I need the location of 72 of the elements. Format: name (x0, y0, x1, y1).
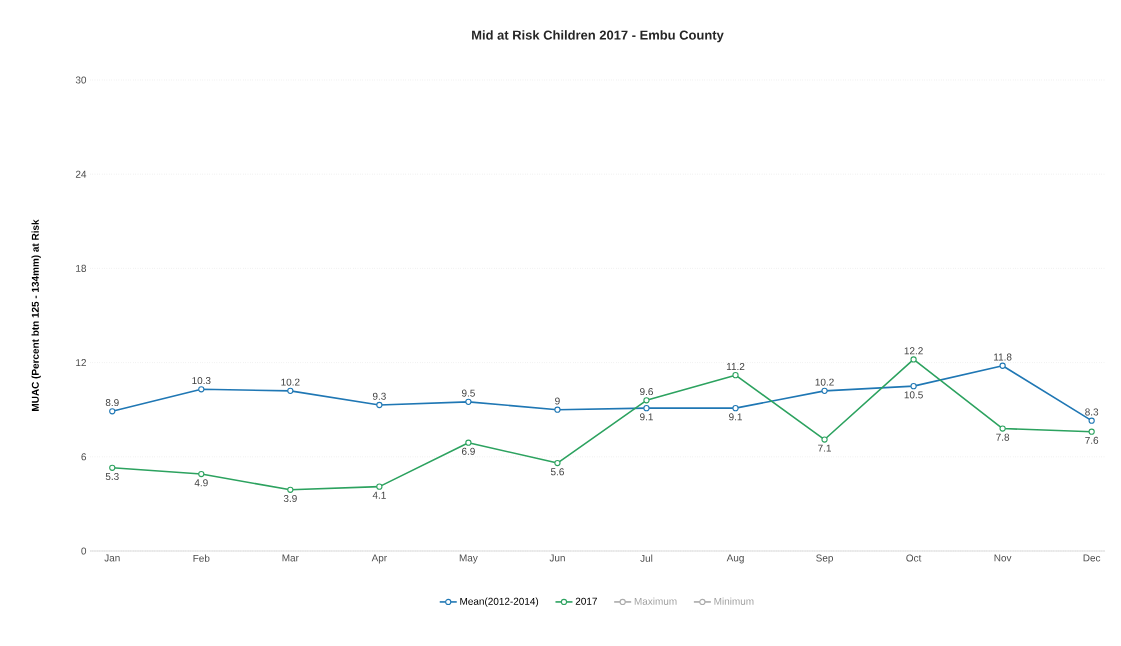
point (643, 404, 650, 412)
data-label: 9.3 (372, 392, 386, 400)
y-tick-label: 6 (81, 453, 87, 461)
legend-label: 2017 (575, 597, 597, 605)
point (643, 397, 650, 404)
x-tick-label: Feb (193, 554, 210, 562)
data-label: 9 (555, 397, 560, 405)
data-label: 5.6 (550, 468, 564, 476)
data-label: 9.1 (729, 413, 742, 421)
point (821, 387, 828, 394)
point (376, 401, 383, 409)
point (465, 398, 472, 405)
x-tick-label: Sep (816, 554, 833, 564)
point (198, 386, 205, 393)
data-label: 5.3 (105, 472, 119, 481)
point (1088, 417, 1095, 424)
x-tick-label: Jun (549, 554, 565, 562)
x-tick-label: Oct (906, 554, 922, 562)
x-tick-label: Jan (104, 554, 120, 562)
data-label: 11.2 (726, 363, 745, 370)
x-tick-label: Apr (371, 554, 387, 564)
data-label: 6.9 (461, 447, 475, 455)
data-label: 4.1 (372, 491, 386, 499)
legend-label: Maximum (634, 597, 677, 605)
data-label: 3.9 (283, 494, 297, 502)
x-tick-label: Dec (1083, 554, 1101, 562)
point (554, 459, 561, 467)
point (999, 362, 1006, 369)
legend-label: Mean(2012-2014) (460, 597, 539, 607)
point (287, 387, 294, 394)
data-label: 8.9 (105, 399, 119, 407)
point (376, 483, 383, 490)
point (732, 404, 739, 412)
data-label: 10.2 (281, 378, 300, 386)
point (198, 470, 205, 478)
point (732, 372, 739, 379)
point (910, 383, 917, 390)
y-tick-label: 12 (76, 359, 86, 367)
data-label: 12.2 (904, 347, 923, 355)
data-label: 9.6 (640, 388, 653, 396)
point (1088, 428, 1095, 435)
x-tick-label: Nov (994, 554, 1012, 562)
data-label: 10.3 (192, 377, 211, 385)
y-tick-label: 0 (81, 547, 87, 555)
point (999, 425, 1006, 432)
data-label: 7.6 (1085, 436, 1099, 444)
y-tick-label: 24 (75, 170, 87, 178)
data-label: 4.9 (194, 479, 208, 487)
data-label: 9.5 (461, 389, 475, 397)
x-tick-label: May (459, 554, 478, 564)
legend-label: Minimum (714, 597, 754, 605)
x-tick-label: Jul (640, 554, 653, 562)
point (554, 406, 561, 413)
data-label: 7.1 (818, 444, 831, 452)
point (109, 408, 116, 415)
point (821, 436, 828, 443)
x-tick-label: Mar (282, 554, 299, 562)
y-tick-label: 18 (76, 264, 87, 272)
data-label: 9.1 (640, 413, 653, 421)
data-label: 10.5 (904, 391, 923, 399)
data-label: 11.8 (994, 353, 1012, 361)
data-label: 7.8 (996, 433, 1010, 441)
x-tick-label: Aug (726, 554, 744, 564)
y-tick-label: 30 (75, 76, 87, 84)
data-label: 10.2 (815, 378, 834, 386)
chart-title: Mid at Risk Children 2017 - Embu County (472, 30, 724, 43)
y-axis-title: MUAC (Percent btn 125 - 134mm) at Risk (31, 219, 41, 411)
point (465, 439, 472, 446)
data-label: 8.3 (1085, 408, 1099, 416)
point (109, 464, 116, 471)
point (910, 356, 917, 363)
point (287, 486, 294, 493)
